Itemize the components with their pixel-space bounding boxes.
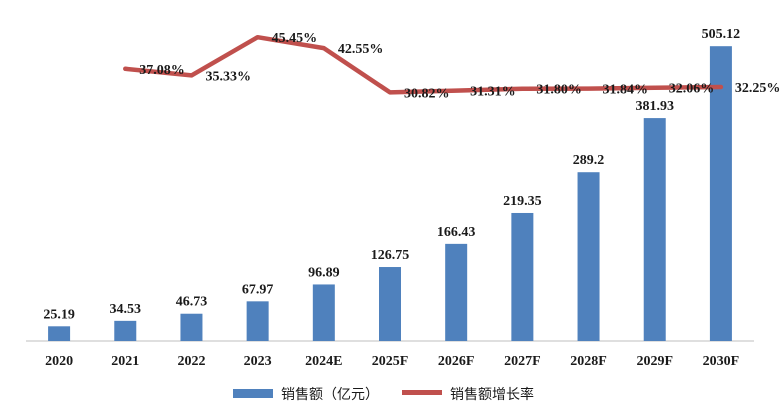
growth-rate-label: 30.82% bbox=[404, 86, 450, 101]
legend-label-bar: 销售额（亿元） bbox=[281, 387, 379, 403]
growth-rate-point bbox=[654, 87, 656, 89]
bar-2029F bbox=[643, 118, 666, 341]
x-tick-label: 2020 bbox=[45, 354, 73, 369]
growth-rate-label: 31.80% bbox=[536, 83, 582, 98]
bar-series: 25.19 34.53 46.73 67.97 96.89 126.75 166.43 219… bbox=[43, 27, 740, 341]
x-tick-label: 2028F bbox=[570, 354, 607, 369]
legend: 销售额（亿元） 销售额增长率 bbox=[233, 386, 534, 403]
bar-2030F bbox=[709, 46, 732, 341]
bar-2024E bbox=[312, 284, 335, 341]
bar-2025F bbox=[379, 267, 401, 341]
x-tick-label: 2027F bbox=[504, 354, 541, 369]
growth-rate-label: 32.06% bbox=[669, 82, 715, 97]
bar-value-label: 126.75 bbox=[371, 248, 410, 263]
bar-value-label: 219.35 bbox=[503, 194, 542, 209]
x-tick-label: 2030F bbox=[703, 354, 740, 369]
bar-2022 bbox=[180, 313, 203, 341]
bar-value-label: 289.2 bbox=[573, 153, 605, 168]
x-axis-ticks: 2020 2021 2022 2023 2024E 2025F 2026F 2027F 2028… bbox=[45, 354, 739, 369]
line-series: 37.08% 35.33% 45.45% 42.55% 30.82% 31.31% 31.8… bbox=[123, 31, 781, 101]
x-tick-label: 2025F bbox=[372, 354, 409, 369]
x-tick-label: 2022 bbox=[177, 354, 205, 369]
bar-value-label: 34.53 bbox=[110, 302, 142, 317]
growth-rate-label: 32.25% bbox=[735, 81, 781, 96]
x-tick-label: 2029F bbox=[636, 354, 673, 369]
growth-rate-label: 31.31% bbox=[470, 85, 516, 100]
bar-value-label: 166.43 bbox=[437, 225, 476, 240]
growth-rate-point bbox=[389, 91, 391, 93]
legend-swatch-bar bbox=[233, 389, 273, 398]
bar-value-label: 505.12 bbox=[702, 27, 741, 42]
growth-rate-point bbox=[521, 88, 523, 90]
bar-2020 bbox=[48, 326, 71, 341]
bar-2023 bbox=[246, 301, 269, 341]
bar-2026F bbox=[445, 243, 468, 341]
bar-2028F bbox=[577, 172, 600, 341]
x-tick-label: 2024E bbox=[305, 354, 342, 369]
legend-swatch-line bbox=[402, 390, 442, 395]
bar-2027F bbox=[511, 212, 534, 341]
growth-rate-label: 45.45% bbox=[272, 31, 318, 46]
growth-rate-point bbox=[455, 90, 457, 92]
bar-value-label: 381.93 bbox=[635, 99, 674, 114]
growth-rate-label: 37.08% bbox=[139, 63, 185, 78]
growth-rate-label: 35.33% bbox=[205, 69, 251, 84]
x-tick-label: 2023 bbox=[244, 354, 272, 369]
x-tick-label: 2021 bbox=[111, 354, 139, 369]
bar-value-label: 67.97 bbox=[242, 282, 274, 297]
growth-rate-line bbox=[123, 34, 724, 95]
growth-rate-point bbox=[323, 47, 325, 49]
bar-value-label: 25.19 bbox=[43, 307, 75, 322]
x-tick-label: 2026F bbox=[438, 354, 475, 369]
bar-value-label: 46.73 bbox=[176, 295, 208, 310]
growth-rate-point bbox=[124, 68, 126, 70]
growth-rate-label: 42.55% bbox=[338, 42, 384, 57]
bar-2021 bbox=[114, 320, 137, 341]
growth-rate-point bbox=[588, 88, 590, 90]
growth-rate-point bbox=[257, 36, 259, 38]
growth-rate-point bbox=[720, 86, 722, 88]
growth-rate-label: 31.84% bbox=[603, 83, 649, 98]
legend-label-line: 销售额增长率 bbox=[450, 386, 534, 403]
bar-value-label: 96.89 bbox=[308, 265, 340, 280]
growth-rate-point bbox=[190, 74, 192, 76]
